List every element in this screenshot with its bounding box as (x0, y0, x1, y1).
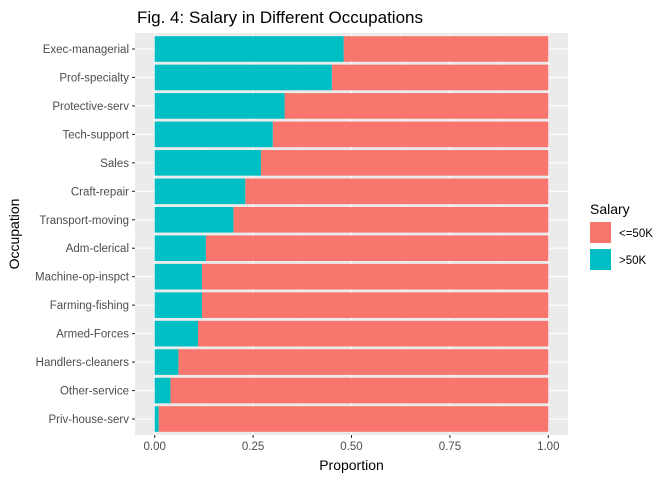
bar-le50k (260, 150, 549, 176)
y-tick-label: Craft-repair (71, 186, 129, 198)
bar-gt50k (154, 36, 344, 62)
bar-le50k (245, 178, 549, 205)
x-tick-label: 1.00 (537, 441, 559, 453)
bar-gt50k (154, 121, 273, 148)
bar-le50k (205, 235, 549, 262)
bar-le50k (343, 36, 549, 62)
y-tick-label: Handlers-cleaners (36, 357, 130, 369)
bar-le50k (233, 206, 549, 233)
bar-gt50k (154, 406, 159, 432)
bar-le50k (201, 292, 549, 318)
bar-gt50k (154, 206, 234, 233)
legend-title: Salary (590, 201, 630, 217)
x-axis-ticks: 0.00 0.25 0.50 0.75 1.00 (144, 435, 559, 453)
bar-gt50k (154, 178, 246, 205)
y-tick-label: Adm-clerical (66, 243, 129, 255)
legend-label: >50K (619, 255, 647, 267)
y-axis-title: Occupation (6, 199, 22, 270)
legend: Salary <=50K >50K (590, 201, 653, 270)
x-axis-title: Proportion (319, 457, 384, 473)
bar-le50k (272, 121, 549, 148)
bars (154, 36, 549, 432)
y-tick-label: Prof-specialty (59, 72, 129, 84)
bar-gt50k (154, 64, 332, 91)
y-tick-label: Exec-managerial (43, 44, 129, 56)
y-axis-ticks: Exec-managerial Prof-specialty Protective-… (35, 44, 135, 426)
y-tick-label: Sales (100, 158, 129, 170)
bar-le50k (158, 406, 549, 432)
y-tick-label: Priv-house-serv (48, 414, 129, 426)
y-tick-label: Armed-Forces (56, 329, 129, 341)
y-tick-label: Machine-op-inspct (35, 272, 130, 284)
y-tick-label: Protective-serv (52, 101, 129, 113)
bar-gt50k (154, 320, 198, 347)
y-tick-label: Tech-support (63, 129, 130, 141)
x-tick-label: 0.75 (439, 441, 461, 453)
legend-key (590, 222, 611, 243)
y-tick-label: Other-service (60, 386, 129, 398)
bar-le50k (197, 320, 549, 347)
bar-gt50k (154, 150, 261, 176)
bar-le50k (284, 93, 549, 119)
y-tick-label: Transport-moving (39, 215, 129, 227)
legend-label: <=50K (619, 228, 653, 240)
bar-gt50k (154, 235, 206, 262)
bar-le50k (331, 64, 549, 91)
bar-gt50k (154, 263, 202, 290)
x-tick-label: 0.25 (242, 441, 264, 453)
x-tick-label: 0.50 (340, 441, 362, 453)
legend-key (590, 249, 611, 270)
chart-title: Fig. 4: Salary in Different Occupations (137, 8, 423, 27)
bar-le50k (170, 377, 549, 404)
x-tick-label: 0.00 (144, 441, 166, 453)
bar-gt50k (154, 377, 171, 404)
y-tick-label: Farming-fishing (50, 300, 129, 312)
bar-le50k (201, 263, 549, 290)
bar-le50k (178, 349, 549, 375)
bar-gt50k (154, 93, 285, 119)
bar-gt50k (154, 349, 179, 375)
bar-gt50k (154, 292, 202, 318)
